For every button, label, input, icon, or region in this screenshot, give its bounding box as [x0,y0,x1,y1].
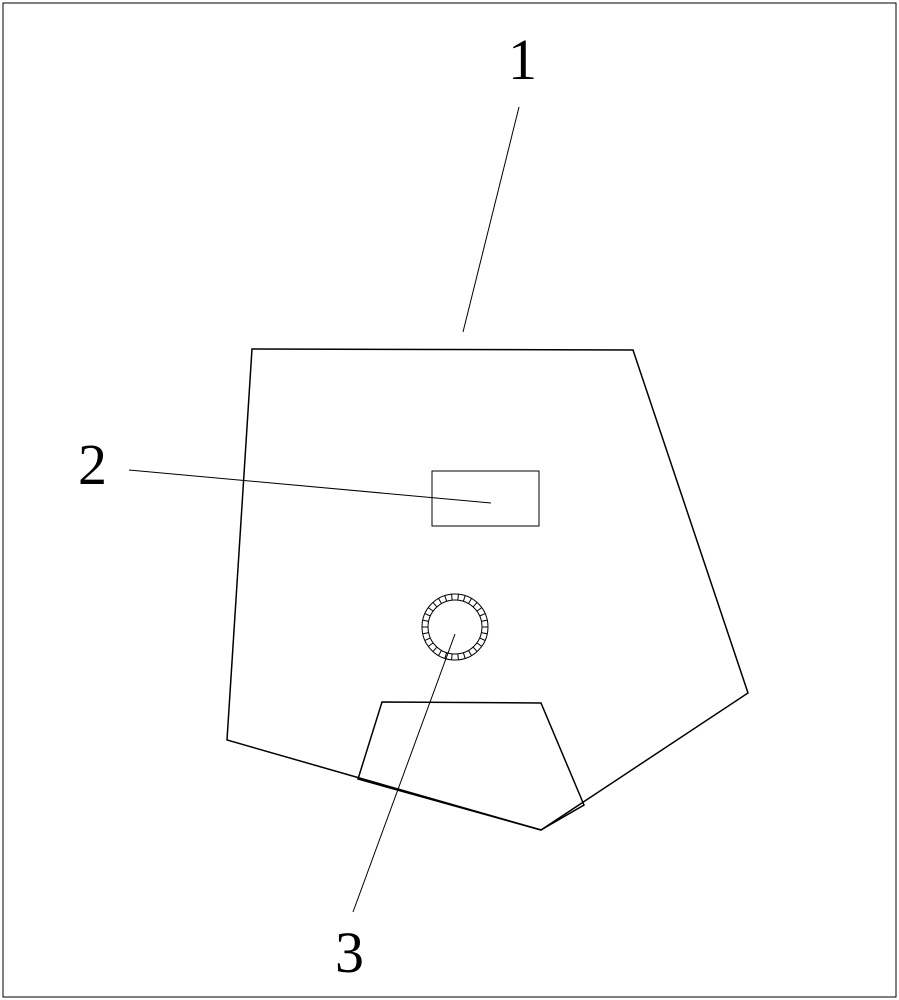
leader-2 [129,470,491,503]
leader-1 [463,107,519,332]
leader-lines [129,107,519,912]
diagram-svg [0,0,899,1000]
circle-outer [422,594,488,660]
outer-border [3,3,896,997]
pentagon-body [227,349,748,830]
center-rectangle [432,471,539,526]
leader-3 [353,634,455,912]
hatched-circle [422,594,488,660]
callout-label-2: 2 [78,431,107,498]
circle-inner [428,600,482,654]
diagram-canvas: 1 2 3 [0,0,899,1000]
callout-label-3: 3 [335,919,364,986]
bottom-cutout [358,702,584,830]
callout-label-1: 1 [508,26,537,93]
